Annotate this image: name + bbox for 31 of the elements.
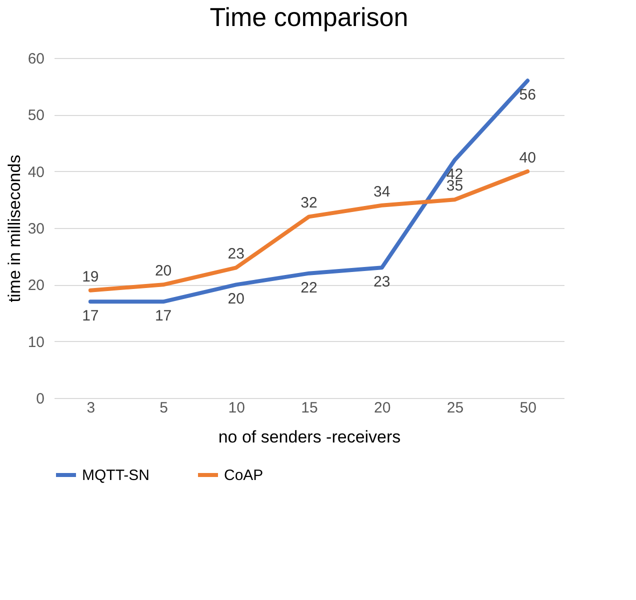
y-tick-label: 40 — [28, 164, 44, 181]
y-tick-label: 30 — [28, 220, 44, 238]
x-tick-label: 25 — [446, 400, 464, 416]
data-label: 20 — [228, 290, 244, 308]
y-tick-label: 10 — [28, 334, 44, 351]
chart-title: Time comparison — [210, 2, 408, 32]
x-axis-title: no of senders -receivers — [218, 428, 401, 446]
legend-label: MQTT-SN — [82, 467, 150, 484]
x-tick-label: 20 — [374, 400, 391, 416]
legend-label: CoAP — [224, 467, 264, 484]
data-label: 17 — [82, 308, 99, 325]
data-label: 23 — [228, 246, 244, 263]
x-tick-label: 10 — [228, 400, 245, 416]
y-tick-label: 50 — [28, 107, 44, 124]
y-tick-label: 60 — [28, 50, 44, 68]
data-label: 17 — [154, 308, 172, 325]
y-tick-label: 0 — [36, 390, 44, 408]
x-tick-label: 15 — [301, 400, 318, 416]
data-label: 19 — [82, 268, 99, 286]
data-label: 32 — [300, 194, 318, 212]
data-label: 20 — [154, 262, 172, 280]
data-label: 56 — [519, 86, 536, 104]
data-label: 23 — [374, 274, 390, 291]
y-axis-title: time in milliseconds — [4, 154, 24, 302]
x-tick-label: 5 — [160, 400, 168, 416]
data-label: 34 — [374, 183, 390, 200]
data-label: 40 — [519, 149, 536, 166]
data-label: 22 — [300, 279, 318, 296]
x-tick-label: 50 — [520, 400, 536, 416]
y-tick-label: 20 — [28, 277, 44, 294]
x-tick-label: 3 — [86, 400, 96, 416]
